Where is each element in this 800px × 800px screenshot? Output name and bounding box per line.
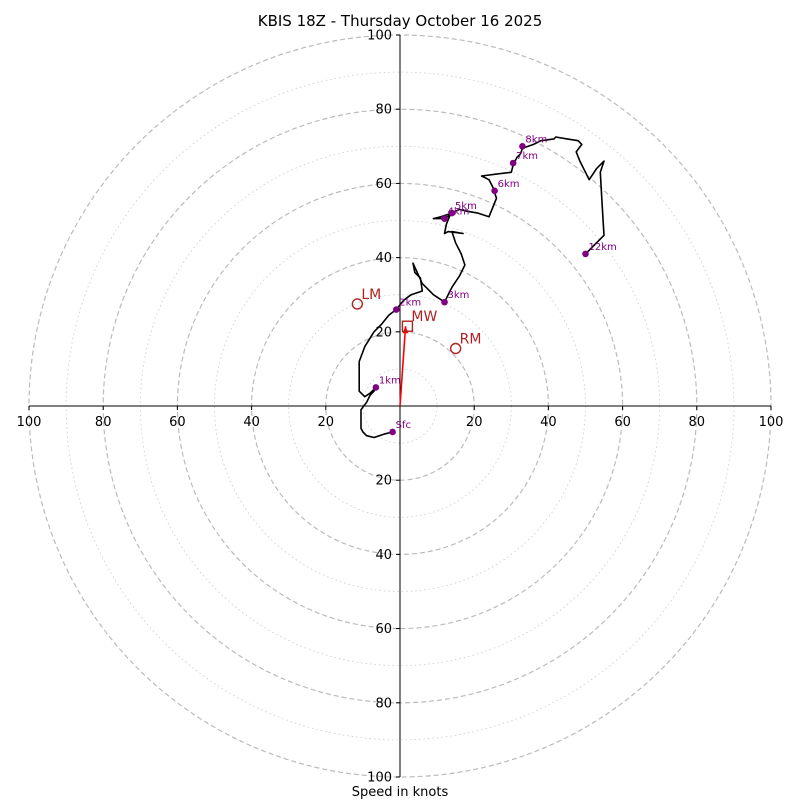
height-marker-point bbox=[448, 209, 456, 217]
height-marker-label: 5km bbox=[455, 201, 477, 212]
x-tick-label: 20 bbox=[466, 415, 483, 430]
height-marker-point bbox=[372, 384, 380, 391]
x-tick-label: 100 bbox=[17, 415, 42, 430]
height-marker-label: 3km bbox=[448, 290, 470, 301]
chart-title: KBIS 18Z - Thursday October 16 2025 bbox=[258, 12, 543, 30]
mean-wind-marker bbox=[401, 320, 414, 332]
x-tick-label: 80 bbox=[95, 415, 112, 430]
y-tick-label: 100 bbox=[367, 29, 392, 44]
height-marker-point bbox=[509, 159, 517, 167]
y-tick-label: 80 bbox=[375, 696, 392, 711]
height-marker-point bbox=[441, 298, 448, 306]
y-tick-label: 20 bbox=[375, 325, 392, 340]
y-tick-label: 60 bbox=[375, 177, 392, 192]
height-marker-label: 1km bbox=[379, 375, 401, 386]
storm-motion-label: LM bbox=[361, 287, 381, 303]
x-tick-label: 100 bbox=[759, 415, 784, 430]
y-tick-label: 100 bbox=[367, 771, 392, 786]
storm-motion-marker bbox=[351, 298, 364, 310]
storm-motion-arrowhead bbox=[402, 326, 409, 334]
height-marker-label: 6km bbox=[498, 179, 520, 190]
x-tick-label: 60 bbox=[169, 415, 186, 430]
storm-motion-markers: LM MW RM bbox=[351, 287, 482, 407]
height-marker-label: 4km bbox=[448, 207, 470, 218]
y-tick-label: 20 bbox=[375, 474, 392, 489]
x-tick-label: 20 bbox=[318, 415, 335, 430]
y-tick-label: 40 bbox=[375, 251, 392, 266]
x-axis-label: Speed in knots bbox=[352, 785, 449, 800]
height-marker-label: Sfc bbox=[396, 420, 411, 431]
x-tick-label: 40 bbox=[540, 415, 557, 430]
height-marker-point bbox=[491, 187, 498, 195]
y-tick-label: 60 bbox=[375, 622, 392, 637]
wind-trace-line bbox=[358, 136, 605, 439]
y-tick-label: 40 bbox=[375, 548, 392, 563]
height-marker-point bbox=[389, 428, 396, 436]
height-marker-point bbox=[392, 306, 400, 313]
wind-trace bbox=[358, 136, 605, 439]
storm-motion-marker bbox=[449, 342, 462, 355]
tick-labels: 100 100 80 80 60 60 40 40 20 20 20 20 40 40 60 60 80 80 10… bbox=[17, 29, 784, 786]
storm-motion-label: MW bbox=[411, 309, 437, 325]
height-marker-label: 7km bbox=[516, 151, 538, 162]
x-tick-label: 80 bbox=[689, 415, 706, 430]
height-marker-label: 8km bbox=[525, 134, 547, 145]
height-marker-point bbox=[582, 250, 589, 258]
height-marker-point bbox=[441, 215, 448, 222]
height-marker-label: 2km bbox=[399, 298, 421, 309]
storm-motion-label: RM bbox=[460, 331, 482, 347]
y-tick-label: 80 bbox=[375, 103, 392, 118]
storm-motion-vector bbox=[399, 326, 407, 407]
height-marker-point bbox=[519, 143, 526, 150]
x-tick-label: 60 bbox=[614, 415, 631, 430]
height-marker-label: 12km bbox=[589, 242, 617, 253]
x-tick-label: 40 bbox=[243, 415, 260, 430]
